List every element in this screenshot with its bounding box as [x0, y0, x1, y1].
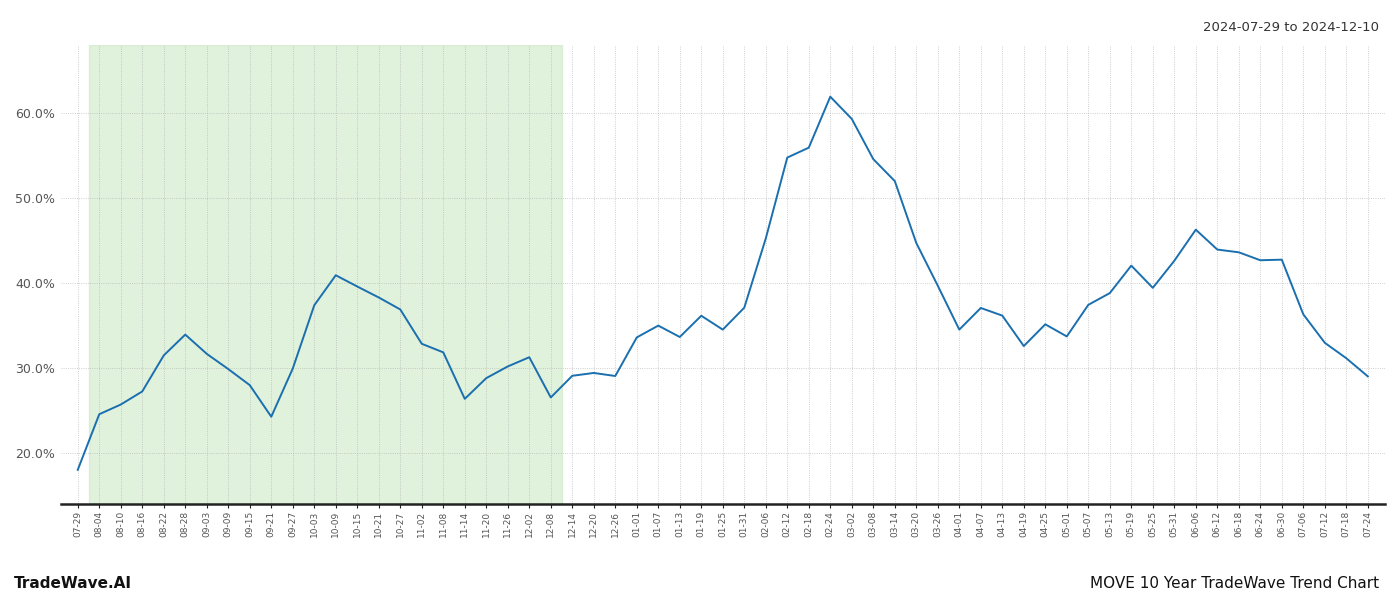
Bar [88, 45, 561, 504]
Text: TradeWave.AI: TradeWave.AI [14, 576, 132, 591]
Text: 2024-07-29 to 2024-12-10: 2024-07-29 to 2024-12-10 [1203, 21, 1379, 34]
Text: MOVE 10 Year TradeWave Trend Chart: MOVE 10 Year TradeWave Trend Chart [1089, 576, 1379, 591]
